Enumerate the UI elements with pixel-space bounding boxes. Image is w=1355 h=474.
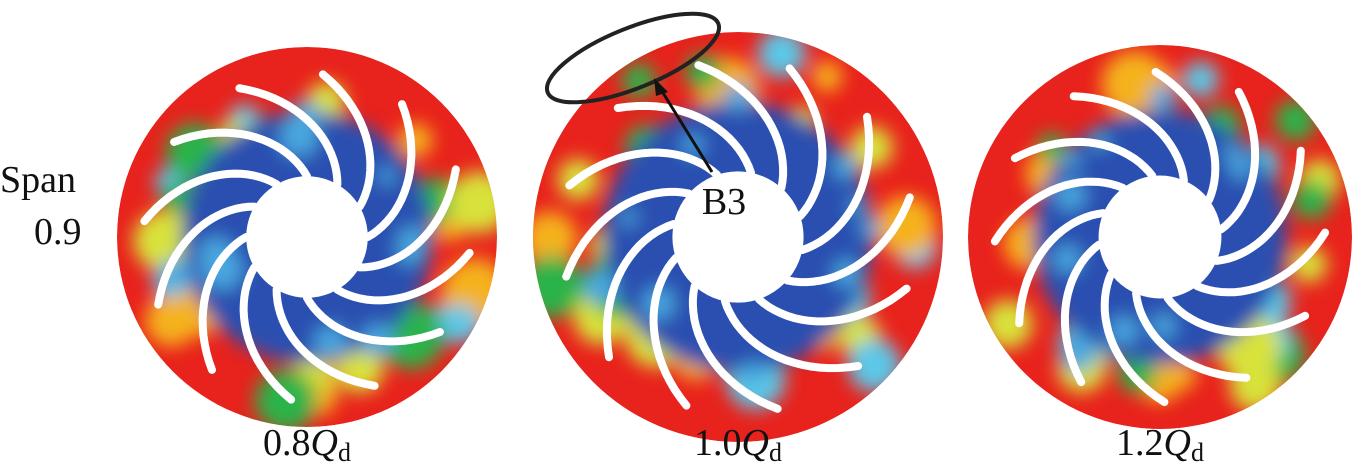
hub <box>672 171 804 303</box>
blade <box>688 282 782 413</box>
blob <box>533 211 577 266</box>
blob <box>198 237 234 273</box>
blob <box>833 153 859 179</box>
blob <box>621 63 657 98</box>
panel-label: 1.2Qd <box>1116 422 1204 467</box>
blade <box>1015 209 1108 328</box>
blade <box>721 297 863 373</box>
blade <box>1132 289 1251 382</box>
blade <box>565 148 722 190</box>
blob <box>875 196 937 257</box>
blob <box>1290 246 1327 283</box>
blade <box>1163 294 1310 337</box>
blob <box>1275 99 1316 141</box>
blade <box>562 187 693 281</box>
blob <box>378 167 396 185</box>
row-label-value: 0.9 <box>34 211 82 253</box>
blade <box>649 253 691 410</box>
blob <box>685 53 722 90</box>
wheel <box>117 47 497 427</box>
wheel <box>968 45 1352 429</box>
blob <box>314 326 347 359</box>
blade <box>694 61 788 192</box>
panel-label: 0.8Qd <box>263 422 351 467</box>
arrow-line <box>658 87 714 173</box>
blade <box>154 202 259 309</box>
blob <box>860 219 881 239</box>
blob <box>1062 151 1081 169</box>
blade <box>1069 92 1188 185</box>
hub <box>1098 175 1222 299</box>
blob <box>1182 61 1219 98</box>
blob <box>1224 143 1243 162</box>
blade <box>198 233 251 374</box>
blade <box>1212 146 1305 265</box>
panel-label: 1.0Qd <box>694 422 782 467</box>
blade <box>1060 240 1103 387</box>
arrow-head <box>654 78 668 96</box>
blade <box>363 100 416 241</box>
blade <box>1151 67 1220 204</box>
blob <box>1170 363 1197 390</box>
blade <box>239 263 296 404</box>
blob <box>1053 245 1081 273</box>
blob <box>1292 180 1331 220</box>
hub <box>246 176 368 298</box>
blade <box>318 70 375 211</box>
blade <box>333 248 474 305</box>
blade <box>1010 137 1157 180</box>
blade <box>170 128 311 181</box>
blob <box>145 294 198 347</box>
blade <box>1100 270 1169 407</box>
blade <box>303 293 444 346</box>
blade <box>235 84 342 189</box>
blade <box>783 193 914 287</box>
row-label-span: Span <box>0 159 76 201</box>
blob <box>443 303 479 339</box>
blade <box>272 285 379 390</box>
blade <box>1217 87 1260 234</box>
blade <box>602 220 678 362</box>
blob <box>1109 316 1138 345</box>
contour-plots <box>117 32 1352 442</box>
blob <box>398 123 433 158</box>
blob <box>1149 83 1177 111</box>
blob <box>619 209 637 226</box>
annotation: B3 <box>702 181 746 223</box>
wheel <box>533 32 943 442</box>
blade <box>355 165 460 272</box>
blob <box>1151 314 1176 339</box>
blade <box>990 177 1127 246</box>
blade <box>140 169 281 226</box>
blob <box>811 61 843 92</box>
blade <box>798 112 874 254</box>
blade <box>1193 228 1330 297</box>
blade <box>785 64 827 221</box>
blob <box>757 32 806 78</box>
blob <box>983 299 1033 349</box>
blade <box>613 101 755 177</box>
blob <box>741 362 765 386</box>
highlight-ellipse <box>544 11 722 105</box>
blade <box>754 284 911 326</box>
blob <box>1230 157 1253 180</box>
